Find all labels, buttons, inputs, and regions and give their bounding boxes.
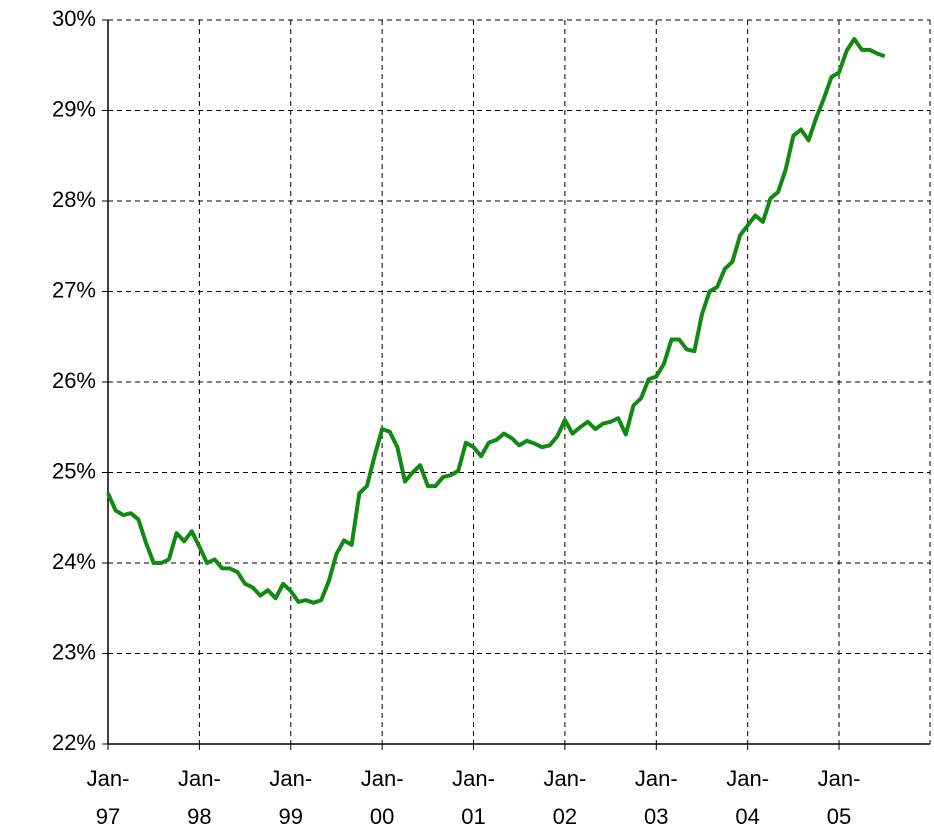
x-tick-label: Jan-97 <box>86 766 130 829</box>
y-tick-label: 27% <box>52 277 96 302</box>
data-line <box>106 37 886 605</box>
y-tick-label: 25% <box>52 458 96 483</box>
x-tick-label: Jan-02 <box>543 766 587 829</box>
y-tick-label: 23% <box>52 639 96 664</box>
x-tick-label: Jan-99 <box>269 766 313 829</box>
x-tick-label: Jan-98 <box>177 766 221 829</box>
y-tick-label: 28% <box>52 187 96 212</box>
y-tick-label: 22% <box>52 730 96 755</box>
x-tick-label: Jan-04 <box>726 766 770 829</box>
y-tick-label: 29% <box>52 96 96 121</box>
x-tick-label: Jan-03 <box>634 766 678 829</box>
x-tick-label: Jan-05 <box>817 766 861 829</box>
y-tick-label: 24% <box>52 549 96 574</box>
x-tick-label: Jan-01 <box>452 766 495 829</box>
x-tick-label: Jan-00 <box>360 766 404 829</box>
y-tick-label: 26% <box>52 368 96 393</box>
y-tick-label: 30% <box>52 6 96 31</box>
